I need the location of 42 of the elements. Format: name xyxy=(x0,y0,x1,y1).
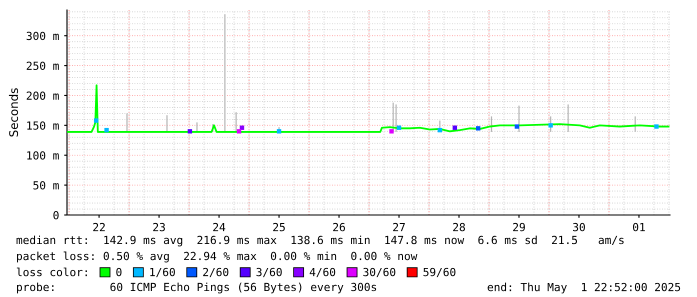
legend-label: 4/60 xyxy=(310,268,336,278)
point xyxy=(94,118,98,123)
x-tick-label: 22 xyxy=(93,222,105,232)
y-tick-label: 250 m xyxy=(26,62,59,70)
y-tick-label: 300 m xyxy=(26,32,59,40)
x-tick-label: 25 xyxy=(273,222,285,232)
legend-label: 59/60 xyxy=(423,268,456,278)
x-tick-label: 01 xyxy=(633,222,645,232)
point xyxy=(548,123,553,128)
point xyxy=(514,124,520,129)
point xyxy=(104,128,109,132)
legend-label: 3/60 xyxy=(256,268,282,278)
point xyxy=(438,128,442,132)
text: end: Thu May 1 22:52:00 2025 xyxy=(488,282,680,294)
legend-label: 30/60 xyxy=(363,268,396,278)
x-tick-label: 30 xyxy=(573,222,585,232)
line-series xyxy=(67,84,670,133)
x-tick-label: 27 xyxy=(393,222,405,232)
y-tick-label: 200 m xyxy=(26,91,59,100)
x-tick-label: 29 xyxy=(513,222,525,232)
point xyxy=(476,126,480,131)
point xyxy=(396,126,402,130)
y-tick-label: 0 xyxy=(53,211,59,220)
point xyxy=(389,129,394,134)
y-tick-label: 150 m xyxy=(27,121,59,130)
y-axis-title: Seconds xyxy=(8,88,18,137)
text: probe: 60 ICMP Echo Pings (56 Bytes) every 300s xyxy=(17,282,376,294)
legend-label: 0 xyxy=(116,268,122,276)
x-tick-label: 24 xyxy=(213,222,226,232)
x-tick-label: 23 xyxy=(153,222,165,232)
point xyxy=(452,126,458,130)
point xyxy=(188,129,192,134)
y-tick-label: 50 m xyxy=(33,181,59,190)
text: packet loss: 0.50 % avg 22.94 % max 0.00 % min 0.00 % now xyxy=(17,252,418,262)
point xyxy=(236,129,242,134)
x-tick-label: 26 xyxy=(333,222,345,232)
x-tick-label: 28 xyxy=(453,222,465,232)
legend-label: 1/60 xyxy=(150,268,175,278)
legend-title: loss color: xyxy=(16,268,87,276)
y-tick-label: 100 m xyxy=(27,151,59,160)
legend-label: 2/60 xyxy=(203,268,228,278)
text: median rtt: 142.9 ms avg 216.9 ms max 138.6 ms min 147.8 ms now 6.6 ms sd 21.5 am/s xyxy=(16,236,624,246)
